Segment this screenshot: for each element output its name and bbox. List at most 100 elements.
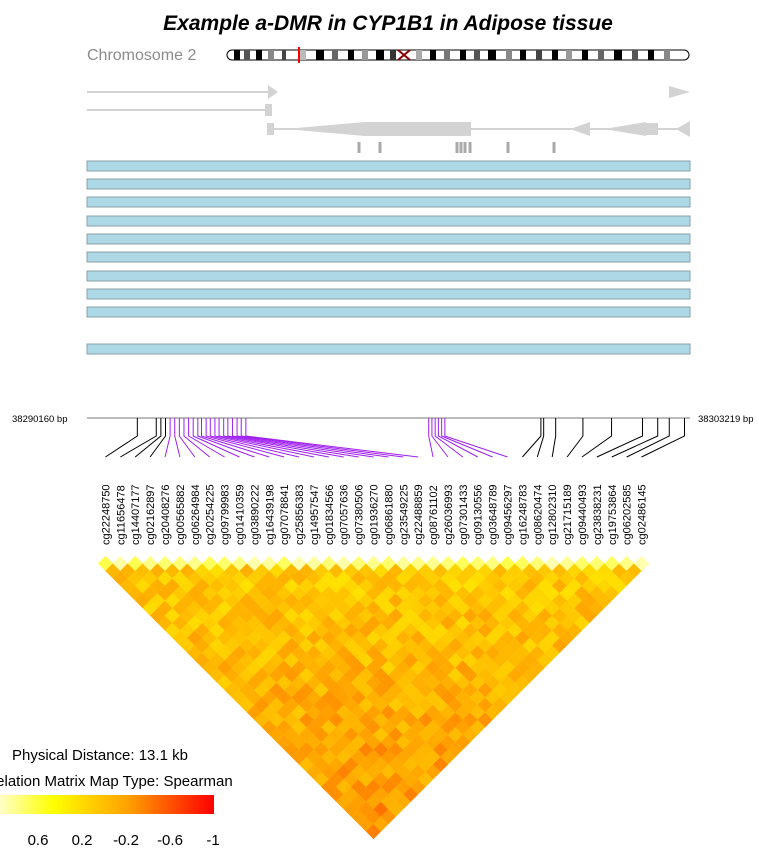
probe-connector [205, 418, 285, 458]
probe-label: cg00565882 [175, 484, 187, 545]
probe-connector [149, 418, 166, 458]
ideogram-band [460, 50, 466, 60]
probe-labels: cg22248750 cg11656478 cg14407177 cg02162897… [100, 484, 648, 545]
probe-connector [197, 418, 255, 458]
probe-connector [223, 418, 344, 458]
probe-connector [209, 418, 300, 458]
data-track [86, 343, 691, 355]
data-track [86, 233, 691, 245]
probe-label: cg07380506 [354, 484, 366, 545]
data-track [86, 270, 691, 282]
probe-connector [218, 418, 329, 458]
ideogram-band [282, 50, 286, 60]
ideogram-band [300, 50, 306, 60]
probe-label: cg21715189 [562, 484, 574, 545]
ideogram-outline [226, 49, 690, 61]
ideogram-band [430, 50, 436, 60]
gene-track [87, 85, 690, 153]
color-scale-tick: 0.6 [28, 832, 49, 849]
probe-label: cg01410359 [234, 484, 246, 545]
ideogram-band [664, 50, 670, 60]
chromosome-label: Chromosome 2 [87, 47, 196, 64]
probe-connector [236, 418, 389, 458]
gene-mark [552, 142, 556, 153]
gene-exon [365, 122, 471, 136]
gene-arrow-left [604, 122, 646, 136]
gene-mark [463, 142, 467, 153]
probe-label: cg14407177 [130, 484, 142, 545]
probe-label: cg06264984 [190, 484, 202, 545]
gene-mark [357, 142, 361, 153]
ideogram-band [234, 50, 240, 60]
gene-mark [506, 142, 510, 153]
ideogram-band [316, 50, 324, 60]
probe-label: cg07057636 [339, 484, 351, 545]
ideogram-band [332, 50, 338, 60]
probe-connector [120, 418, 157, 458]
ideogram-band [520, 50, 526, 60]
probe-connector [551, 418, 557, 458]
probe-connector [134, 418, 162, 458]
gene-arrow-left [285, 122, 365, 136]
probe-label: cg22488859 [413, 484, 425, 545]
gene-arrow-right [268, 85, 278, 99]
probe-connector [188, 418, 225, 458]
gene-arrow-left [570, 122, 590, 136]
ideogram-band [536, 50, 542, 60]
end-bp-label: 38303219 bp [698, 414, 753, 425]
probe-label: cg09440493 [577, 484, 589, 545]
data-tracks [86, 160, 691, 355]
centromere [397, 49, 411, 61]
color-scale-tick: -0.6 [157, 832, 183, 849]
color-scale-bar [0, 795, 214, 814]
probe-connector [164, 418, 171, 458]
gene-arrow-left [676, 121, 690, 137]
probe-connector [227, 418, 359, 458]
probe-label: cg06861880 [383, 484, 395, 545]
ideogram-band [348, 50, 354, 60]
color-scale-tick: -1 [206, 832, 219, 849]
probe-connector [174, 418, 181, 458]
ideogram-band [416, 50, 422, 60]
gene-exon [267, 123, 274, 135]
ideogram-band [244, 50, 250, 60]
probe-label: cg07301433 [458, 484, 470, 545]
probe-label: cg16248783 [517, 484, 529, 545]
ideogram-band [488, 50, 496, 60]
probe-label: cg23549225 [398, 484, 410, 545]
probe-position-connectors [87, 417, 690, 458]
probe-connector [428, 418, 434, 458]
ideogram-band [648, 50, 654, 60]
probe-connector [434, 418, 464, 458]
probe-connector [522, 418, 542, 458]
color-scale-tick: -0.2 [113, 832, 139, 849]
ideogram-band [598, 50, 604, 60]
probe-label: cg11656478 [115, 485, 127, 545]
probe-label: cg09456297 [503, 484, 515, 545]
probe-label: cg02162897 [145, 484, 157, 545]
probe-label: cg08761102 [428, 485, 440, 545]
probe-connector [240, 418, 404, 458]
data-track [86, 178, 691, 190]
probe-connector [611, 418, 659, 458]
probe-connector [245, 418, 419, 458]
probe-connector [641, 418, 686, 458]
probe-label: cg01936270 [369, 484, 381, 545]
probe-label: cg07078841 [279, 484, 291, 545]
distance-label: Physical Distance: 13.1 kb [12, 747, 188, 764]
gene-mark [378, 142, 382, 153]
probe-connector [437, 418, 478, 458]
probe-label: cg09799983 [220, 484, 232, 545]
probe-connector [231, 418, 374, 458]
probe-connector [105, 418, 138, 458]
probe-connector [431, 418, 449, 458]
gene-exon [646, 123, 658, 135]
probe-label: cg01834566 [324, 484, 336, 545]
ideogram-band [362, 50, 368, 60]
chromosome-ideogram [226, 47, 690, 63]
ideogram-band [632, 50, 638, 60]
probe-label: cg03648789 [488, 484, 500, 545]
chart-title: Example a-DMR in CYP1B1 in Adipose tissu… [163, 12, 613, 35]
data-track [86, 160, 691, 172]
